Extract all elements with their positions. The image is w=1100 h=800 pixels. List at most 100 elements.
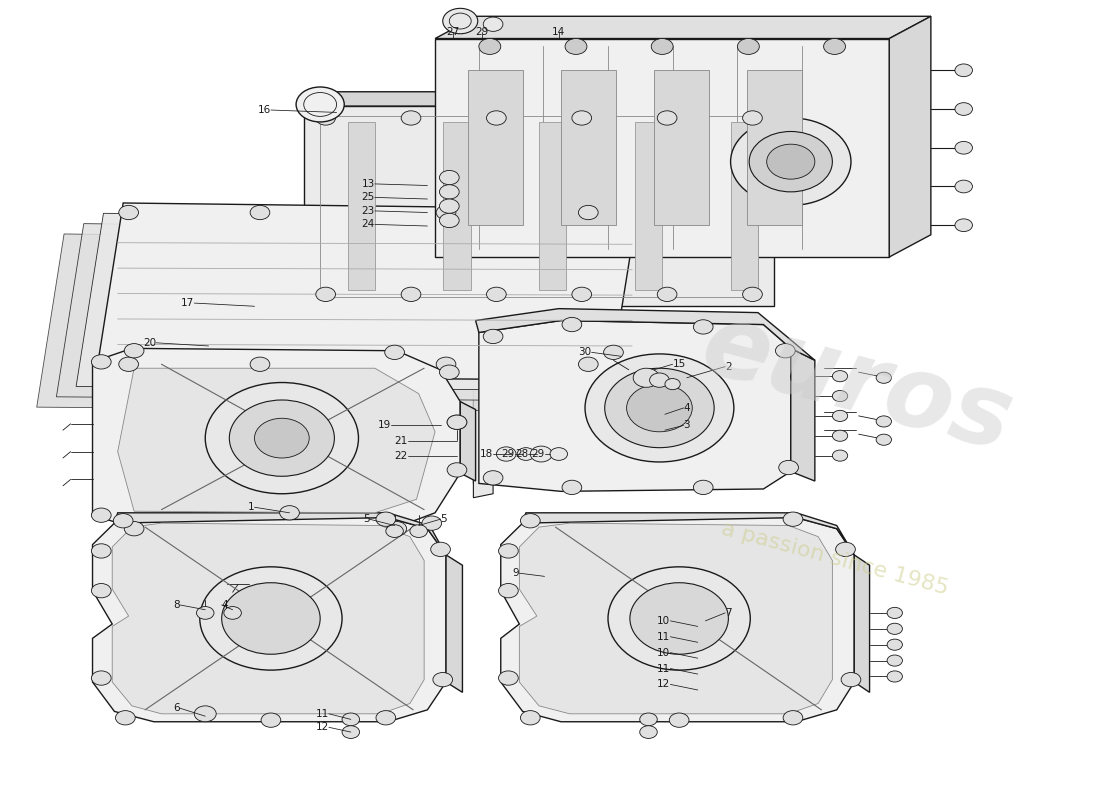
Polygon shape [56,224,598,401]
Text: 13: 13 [362,179,375,189]
Circle shape [520,710,540,725]
Circle shape [431,542,450,557]
Polygon shape [114,513,446,555]
Polygon shape [747,70,802,226]
Circle shape [486,111,506,125]
Polygon shape [92,348,460,527]
Text: 23: 23 [362,206,375,216]
Circle shape [224,606,241,619]
Circle shape [316,111,336,125]
Polygon shape [473,342,493,498]
Polygon shape [304,92,802,106]
Circle shape [200,567,342,670]
Polygon shape [348,122,375,290]
Text: 28: 28 [515,449,528,459]
Text: 5: 5 [441,514,448,524]
Text: 22: 22 [395,450,408,461]
Polygon shape [443,122,471,290]
Circle shape [229,400,334,476]
Circle shape [640,726,658,738]
Text: 29: 29 [531,449,544,459]
Circle shape [402,287,421,302]
Circle shape [658,111,676,125]
Circle shape [437,206,455,220]
Polygon shape [446,555,462,692]
Circle shape [119,206,139,220]
Circle shape [91,354,111,369]
Circle shape [498,544,518,558]
Text: 20: 20 [143,338,156,348]
Polygon shape [118,368,436,513]
Text: 11: 11 [316,709,329,719]
Text: 12: 12 [316,722,329,732]
Circle shape [254,418,309,458]
Circle shape [572,287,592,302]
Polygon shape [468,70,522,226]
Circle shape [634,368,659,387]
Text: 8: 8 [174,600,180,610]
Polygon shape [478,321,791,491]
Circle shape [742,111,762,125]
Polygon shape [460,402,475,481]
Circle shape [669,713,689,727]
Text: 11: 11 [657,663,670,674]
Polygon shape [539,122,566,290]
Circle shape [876,416,891,427]
Polygon shape [304,106,774,306]
Circle shape [955,142,972,154]
Text: 7: 7 [725,608,732,618]
Circle shape [887,671,902,682]
Circle shape [342,726,360,738]
Circle shape [887,639,902,650]
Text: 9: 9 [513,568,519,578]
Circle shape [124,343,144,358]
Circle shape [195,706,217,722]
Text: 10: 10 [658,616,670,626]
Circle shape [776,343,795,358]
Circle shape [124,522,144,536]
Text: 25: 25 [362,193,375,202]
Text: 21: 21 [395,436,408,446]
Circle shape [608,567,750,670]
Circle shape [730,118,851,206]
Polygon shape [36,234,579,411]
Circle shape [197,606,215,619]
Circle shape [876,372,891,383]
Text: 12: 12 [657,679,670,690]
Circle shape [955,180,972,193]
Circle shape [742,287,762,302]
Circle shape [517,448,535,460]
Circle shape [296,87,344,122]
Circle shape [833,370,848,382]
Polygon shape [436,16,931,38]
Circle shape [442,8,477,34]
Circle shape [955,64,972,77]
Circle shape [483,470,503,485]
Polygon shape [76,214,618,390]
Circle shape [565,38,587,54]
Circle shape [447,415,466,430]
Circle shape [604,345,624,359]
Text: a passion since 1985: a passion since 1985 [718,519,950,599]
Text: 29: 29 [475,27,488,37]
Circle shape [498,583,518,598]
Circle shape [530,446,552,462]
Polygon shape [522,513,855,555]
Text: 11: 11 [657,632,670,642]
Polygon shape [475,309,815,360]
Text: 27: 27 [446,27,459,37]
Circle shape [433,673,452,686]
Circle shape [376,512,396,526]
Polygon shape [473,329,493,483]
Circle shape [376,710,396,725]
Text: 14: 14 [552,27,565,37]
Circle shape [650,373,669,387]
Circle shape [387,522,407,536]
Circle shape [842,673,861,686]
Polygon shape [92,515,446,722]
Circle shape [119,357,139,371]
Circle shape [410,525,428,538]
Text: 2: 2 [725,362,732,372]
Circle shape [651,38,673,54]
Circle shape [520,514,540,528]
